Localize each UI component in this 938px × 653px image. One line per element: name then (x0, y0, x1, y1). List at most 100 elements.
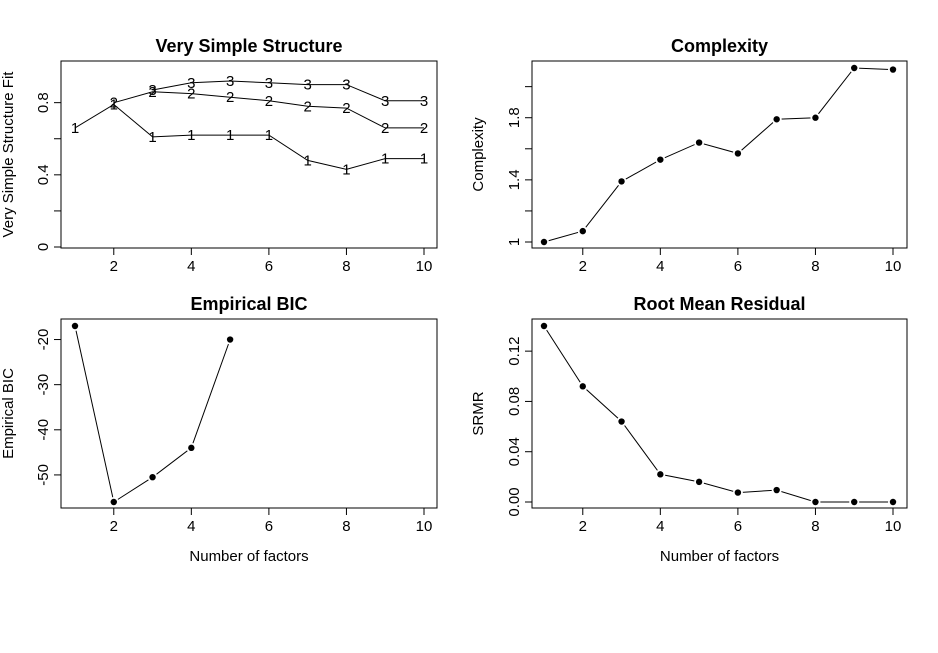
vss-y-tick-label: 0.4 (35, 164, 52, 185)
complexity-y-axis-label: Complexity (470, 117, 487, 192)
complexity-data-point (773, 116, 780, 123)
bic-data-point (226, 336, 234, 343)
rmr-y-tick-label: 0.12 (506, 337, 523, 366)
complexity-data-point (734, 150, 742, 157)
rmr-data-point (540, 322, 548, 330)
vss-y-axis-label: Very Simple Structure Fit (0, 71, 17, 238)
vss-series-3-point-label: 3 (420, 93, 428, 110)
vss-series-2-point-label: 2 (110, 95, 118, 112)
complexity-y-tick-label: 1.8 (506, 107, 523, 128)
rmr-x-axis-label: Number of factors (660, 548, 779, 565)
rmr-data-point (812, 498, 819, 506)
complexity-x-tick-label: 6 (734, 258, 742, 275)
vss-series-2-point-label: 2 (265, 93, 273, 110)
complexity-plot-frame (531, 60, 908, 249)
rmr-x-tick-label: 4 (656, 518, 664, 535)
vss-x-tick-label: 4 (187, 258, 195, 275)
rmr-data-point (695, 478, 703, 486)
rmr-y-tick-label: 0.08 (506, 387, 523, 416)
vss-series-1-point-label: 1 (303, 152, 311, 169)
bic-x-tick-label: 4 (187, 518, 195, 535)
vss-series-3-line (152, 80, 424, 102)
vss-series-1-point-label: 1 (342, 161, 350, 178)
bic-y-axis-label: Empirical BIC (0, 368, 17, 459)
rmr-x-tick-label: 10 (885, 518, 902, 535)
bic-plot-frame (60, 318, 438, 509)
vss-x-tick-label: 2 (110, 258, 118, 275)
vss-plot-frame (60, 60, 438, 249)
rmr-data-point (851, 498, 858, 506)
rmr-x-tick-label: 2 (579, 518, 587, 535)
complexity-x-tick-label: 4 (656, 258, 664, 275)
rmr-data-point (657, 471, 664, 478)
bic-y-tick-label: -40 (35, 419, 52, 441)
bic-data-point (188, 444, 195, 452)
complexity-data-point (579, 227, 586, 235)
complexity-data-point (812, 114, 819, 121)
rmr-plot-frame (531, 318, 908, 509)
vss-series-1-point-label: 1 (71, 120, 79, 137)
vss-series-2-point-label: 2 (148, 84, 156, 101)
bic-y-tick-label: -50 (35, 464, 52, 486)
complexity-data-point (657, 156, 664, 163)
vss-y-tick-label: 0.8 (35, 92, 52, 113)
vss-x-tick-label: 8 (342, 258, 350, 275)
rmr-data-point (618, 418, 625, 425)
rmr-y-tick-label: 0.04 (506, 437, 523, 466)
vss-series-3-point-label: 3 (342, 77, 350, 94)
bic-x-tick-label: 2 (110, 518, 118, 535)
vss-series-3-point-label: 3 (381, 93, 389, 110)
complexity-y-tick-label: 1 (506, 238, 523, 246)
vss-series-1-point-label: 1 (420, 151, 428, 168)
vss-series-3-point-label: 3 (265, 75, 273, 92)
bic-x-tick-label: 10 (416, 518, 433, 535)
complexity-x-tick-label: 2 (579, 258, 587, 275)
vss-y-tick-label: 0 (35, 243, 52, 251)
complexity-y-tick-label: 1.4 (506, 169, 523, 190)
vss-x-tick-label: 10 (416, 258, 433, 275)
vss-series-1-line (74, 103, 424, 170)
vss-series-2-point-label: 2 (342, 100, 350, 117)
bic-title: Empirical BIC (190, 294, 307, 314)
rmr-y-axis-label: SRMR (470, 391, 487, 435)
rmr-x-tick-label: 6 (734, 518, 742, 535)
rmr-data-point (773, 486, 780, 494)
bic-data-point (149, 473, 156, 481)
rmr-title: Root Mean Residual (633, 294, 805, 314)
bic-data-point (110, 498, 117, 506)
vss-series-2-point-label: 2 (226, 89, 234, 106)
rmr-data-point (734, 489, 742, 496)
vss-title: Very Simple Structure (155, 36, 342, 56)
complexity-data-point (889, 66, 897, 73)
vss-series-2-line (113, 91, 424, 129)
vss-series-2-point-label: 2 (420, 120, 428, 137)
bic-data-point (71, 322, 79, 330)
vss-series-1-point-label: 1 (381, 151, 389, 168)
rmr-y-tick-label: 0.00 (506, 487, 523, 516)
vss-series-3-point-label: 3 (226, 73, 234, 90)
complexity-x-tick-label: 8 (811, 258, 819, 275)
complexity-data-point (695, 139, 703, 146)
vss-x-tick-label: 6 (265, 258, 273, 275)
rmr-series-0-line (543, 325, 893, 503)
rmr-x-tick-label: 8 (811, 518, 819, 535)
rmr-data-point (579, 383, 586, 390)
vss-series-3-point-label: 3 (148, 82, 156, 99)
vss-series-2-point-label: 2 (187, 86, 195, 103)
bic-y-tick-label: -20 (35, 329, 52, 351)
vss-series-3-point-label: 3 (187, 75, 195, 92)
bic-x-tick-label: 6 (265, 518, 273, 535)
complexity-x-tick-label: 10 (885, 258, 902, 275)
vss-series-2-point-label: 2 (381, 120, 389, 137)
vss-series-2-point-label: 2 (303, 98, 311, 115)
bic-x-axis-label: Number of factors (189, 548, 308, 565)
vss-series-1-point-label: 1 (148, 129, 156, 146)
complexity-data-point (540, 238, 548, 246)
vss-series-1-point-label: 1 (265, 127, 273, 144)
vss-series-3-point-label: 3 (303, 77, 311, 94)
complexity-series-0-line (543, 67, 894, 243)
bic-x-tick-label: 8 (342, 518, 350, 535)
complexity-data-point (618, 178, 625, 185)
vss-series-1-point-label: 1 (110, 96, 118, 113)
